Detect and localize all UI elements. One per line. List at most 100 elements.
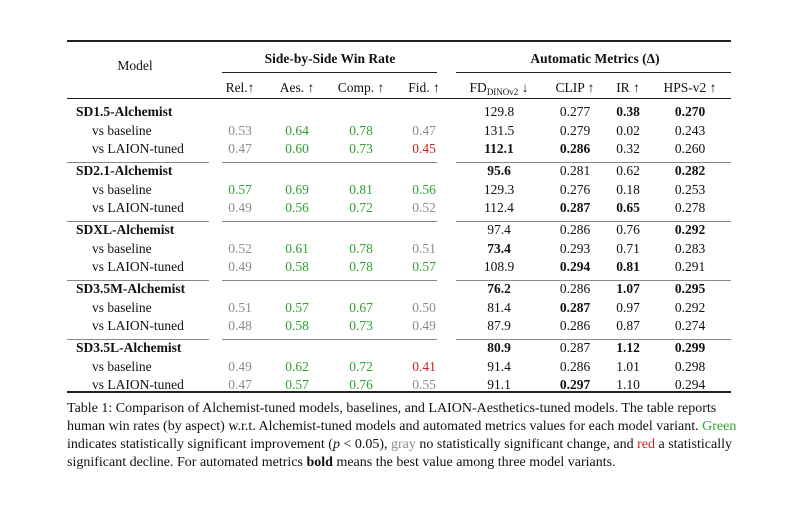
metric-fd-cell: 73.4 (487, 240, 511, 256)
caption-part-6: means the best value among three model v… (332, 455, 616, 470)
comparison-label: vs baseline (92, 181, 152, 197)
metric-hps-cell: 0.294 (674, 377, 706, 392)
winrate-comp-cell: 0.78 (349, 240, 373, 256)
metric-hps-cell: 0.274 (674, 318, 706, 333)
metric-ir-cell: 1.01 (616, 358, 640, 374)
metric-ir-cell: 0.76 (616, 222, 640, 237)
model-group-title: SD1.5-Alchemist (76, 104, 173, 119)
winrate-rel-cell: 0.53 (228, 122, 252, 138)
metric-hps-cell: 0.292 (674, 299, 706, 315)
table-top-rule (67, 40, 731, 42)
caption-green-word: Green (702, 419, 737, 434)
winrate-comp-cell: 0.78 (349, 259, 373, 274)
winrate-comp-cell: 0.67 (349, 299, 373, 315)
table-bottom-rule (67, 391, 731, 393)
metric-fd-cell: 112.4 (484, 200, 514, 215)
group-separator-model (67, 279, 209, 281)
winrate-aes-cell: 0.60 (285, 141, 309, 156)
winrate-fid-cell: 0.49 (412, 318, 436, 333)
winrate-aes-cell: 0.57 (285, 299, 309, 315)
metric-fd-cell: 108.9 (483, 259, 515, 274)
metric-ir-cell: 0.65 (616, 200, 640, 215)
metric-ir-cell: 0.87 (616, 318, 640, 333)
winrate-aes-cell: 0.58 (285, 259, 309, 274)
winrate-comp-cell: 0.72 (349, 200, 373, 215)
metric-hps-cell: 0.295 (674, 281, 706, 296)
metric-ir-cell: 1.07 (616, 281, 640, 296)
col-comp: Comp. ↑ (337, 80, 385, 95)
metric-clip-cell: 0.287 (559, 299, 591, 315)
metric-clip-cell: 0.281 (559, 163, 591, 178)
group-separator-winrate (222, 338, 437, 340)
metric-clip-cell: 0.279 (559, 122, 591, 138)
metric-ir-cell: 0.62 (616, 163, 640, 178)
winrate-comp-cell: 0.78 (349, 122, 373, 138)
metric-hps-cell: 0.278 (674, 200, 706, 215)
metric-hps-cell: 0.298 (674, 358, 706, 374)
metric-fd-cell: 76.2 (487, 281, 511, 296)
group-separator-winrate (222, 161, 437, 163)
metric-fd-cell: 80.9 (487, 340, 511, 355)
winrate-rel-cell: 0.49 (228, 259, 252, 274)
metric-clip-cell: 0.287 (559, 200, 591, 215)
model-group-title: SDXL-Alchemist (76, 222, 175, 237)
col-fid: Fid. ↑ (408, 80, 440, 95)
col-fd: FDDINOv2 ↓ (456, 80, 542, 97)
metric-hps-cell: 0.291 (674, 259, 706, 274)
caption-part-4: no statistically significant change, and (415, 437, 638, 452)
winrate-fid-cell: 0.45 (412, 141, 436, 156)
metric-clip-cell: 0.287 (559, 340, 591, 355)
col-hps: HPS-v2 ↑ (663, 80, 717, 95)
group-separator-model (67, 220, 209, 222)
metric-clip-cell: 0.276 (559, 181, 591, 197)
metric-fd-cell: 87.9 (487, 318, 511, 333)
comparison-label: vs baseline (92, 240, 152, 256)
model-group-title: SD3.5M-Alchemist (76, 281, 186, 296)
caption-p-symbol: p (332, 437, 340, 452)
metric-hps-cell: 0.292 (674, 222, 706, 237)
comparison-label: vs LAION-tuned (92, 377, 184, 392)
model-group-title: SD2.1-Alchemist (76, 163, 173, 178)
col-fd-main: FD (469, 80, 487, 95)
winrate-fid-cell: 0.56 (412, 181, 436, 197)
col-fd-arrow: ↓ (518, 80, 529, 95)
metric-ir-cell: 0.32 (616, 141, 640, 156)
winrate-fid-cell: 0.47 (412, 122, 436, 138)
col-aes: Aes. ↑ (279, 80, 315, 95)
metric-fd-cell: 97.4 (487, 222, 511, 237)
winrate-aes-cell: 0.58 (285, 318, 309, 333)
metric-clip-cell: 0.293 (559, 240, 591, 256)
caption-gray-word: gray (391, 437, 416, 452)
header-model: Model (117, 58, 153, 73)
group-separator-auto (456, 220, 731, 222)
comparison-label: vs baseline (92, 122, 152, 138)
winrate-group-rule (222, 72, 437, 73)
winrate-fid-cell: 0.50 (412, 299, 436, 315)
winrate-aes-cell: 0.69 (285, 181, 309, 197)
comparison-label: vs baseline (92, 358, 152, 374)
metric-ir-cell: 0.81 (616, 259, 640, 274)
metric-fd-cell: 91.4 (487, 358, 511, 374)
header-automatic-metrics: Automatic Metrics (Δ) (530, 51, 660, 66)
winrate-rel-cell: 0.52 (228, 240, 252, 256)
winrate-rel-cell: 0.47 (228, 377, 252, 392)
winrate-aes-cell: 0.61 (285, 240, 309, 256)
winrate-rel-cell: 0.49 (228, 358, 252, 374)
group-separator-model (67, 161, 209, 163)
comparison-label: vs LAION-tuned (92, 259, 184, 274)
metric-ir-cell: 1.10 (616, 377, 640, 392)
metric-hps-cell: 0.260 (674, 141, 706, 156)
metric-fd-cell: 95.6 (487, 163, 511, 178)
metric-fd-cell: 81.4 (487, 299, 511, 315)
winrate-rel-cell: 0.57 (228, 181, 252, 197)
group-separator-auto (456, 279, 731, 281)
metric-ir-cell: 0.71 (616, 240, 640, 256)
winrate-fid-cell: 0.52 (412, 200, 436, 215)
header-bottom-rule (67, 98, 731, 99)
metric-clip-cell: 0.294 (559, 259, 591, 274)
winrate-aes-cell: 0.56 (285, 200, 309, 215)
winrate-rel-cell: 0.51 (228, 299, 252, 315)
winrate-aes-cell: 0.62 (285, 358, 309, 374)
metric-fd-cell: 131.5 (483, 122, 515, 138)
